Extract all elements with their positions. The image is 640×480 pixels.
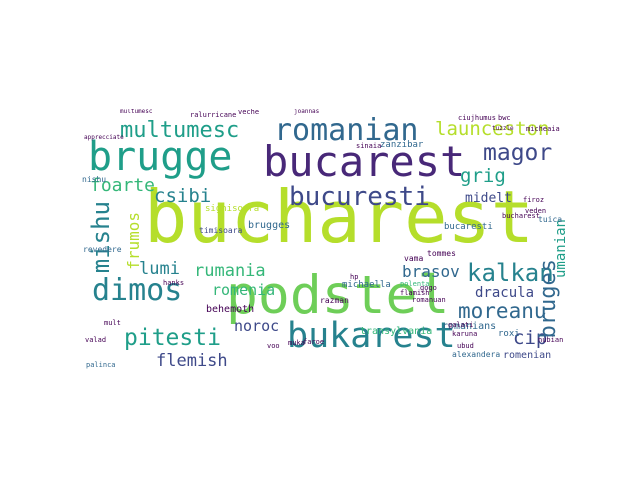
word-bwc: bwc [498, 114, 511, 122]
word-midelt: midelt [465, 191, 512, 206]
word-magor: magor [483, 140, 553, 166]
word-galati: galati [448, 321, 474, 329]
word-behemoth: behemoth [206, 304, 255, 315]
word-bucaresti: bucaresti [444, 222, 493, 232]
word-bucharest-small: bucharest [502, 212, 540, 220]
word-launceston: launceston [435, 118, 550, 140]
word-firoz: firoz [523, 196, 545, 204]
word-voo: voo [267, 342, 280, 350]
word-brasov: brasov [402, 262, 460, 281]
word-dracula: dracula [475, 285, 535, 301]
word-timisoara: timisoara [199, 226, 243, 235]
word-csibi: csibi [154, 185, 212, 207]
word-hp: hp [350, 273, 359, 281]
word-kalkan: kalkan [467, 259, 554, 287]
word-bucarest: bucarest [263, 137, 466, 186]
word-bukarest: bukarest [287, 316, 456, 356]
word-ralurricane: ralurricane [190, 111, 237, 119]
word-brugges: brugges [248, 220, 291, 231]
word-romanuan: romanuan [412, 296, 446, 304]
word-podstel: podstel [226, 265, 450, 326]
word-flamish: flamish [400, 289, 430, 297]
word-razman: razman [320, 296, 349, 305]
word-romanian: romanian [274, 113, 419, 148]
word-pitesti: pitesti [124, 325, 221, 351]
word-cip: cip [513, 327, 548, 349]
word-ubud: ubud [457, 342, 474, 350]
word-sighisoara: sighisoara [205, 204, 260, 214]
word-lumi: lumi [139, 259, 180, 279]
word-zanzibar: zanzibar [380, 140, 424, 150]
word-micheaia: micheaia [526, 125, 560, 133]
word-romenian: romenian [503, 350, 552, 361]
word-veche: veche [238, 109, 260, 116]
word-palinca: palinca [86, 361, 116, 369]
word-frumos: frumos [124, 212, 143, 270]
word-brugge: brugge [88, 134, 233, 180]
word-foarte: foarte [90, 175, 156, 196]
word-bucharest: bucharest [144, 175, 535, 259]
word-romanians: romanians [442, 321, 497, 332]
word-tommes: tommes [427, 249, 456, 258]
word-cloud: bucharest podstel bucarest brugge bukare… [80, 109, 578, 370]
word-alexandera: alexandera [452, 350, 501, 359]
word-revedere: revedere [83, 245, 122, 254]
word-multumesc-small: multumesc [120, 109, 153, 115]
word-faroe: faroe [303, 338, 325, 346]
word-multumesc: multumesc [120, 118, 240, 143]
word-valad: valad [85, 336, 107, 344]
word-hanks: hanks [163, 279, 185, 287]
word-noroc: noroc [234, 317, 280, 335]
word-romenia: romenia [212, 281, 276, 299]
word-rumania: rumania [194, 261, 266, 281]
word-ciujhumus: ciujhumus [458, 114, 496, 122]
word-roxi: roxi [498, 329, 520, 339]
word-flemish: flemish [156, 351, 228, 370]
word-mishu: mishu [87, 201, 115, 274]
word-nubian: nubian [538, 336, 564, 344]
word-michaella: michaella [342, 280, 391, 290]
word-gogo: gogo [420, 284, 437, 292]
word-mult: mult [104, 319, 121, 327]
word-joannas: joannas [294, 109, 320, 115]
word-moreanu: moreanu [458, 299, 547, 323]
word-nishu: nishu [82, 175, 107, 184]
word-grig: grig [460, 165, 506, 187]
word-dimos: dimos [92, 273, 183, 308]
word-bucuresti: bucuresti [289, 182, 430, 212]
word-tuica: tuica [538, 215, 563, 224]
word-umanian: umanian [553, 219, 569, 279]
word-sinaia: sinaia [356, 142, 382, 150]
word-vama: vama [404, 254, 424, 263]
word-apprecciate: apprecciate [84, 134, 124, 141]
word-muka: muka [288, 339, 305, 347]
word-polenta: polenta [400, 280, 430, 288]
word-karuna: karuna [452, 330, 478, 338]
word-transylvania: transylvania [360, 326, 433, 337]
word-tuzzle: tuzzle [492, 125, 514, 132]
word-veden: veden [525, 207, 547, 215]
